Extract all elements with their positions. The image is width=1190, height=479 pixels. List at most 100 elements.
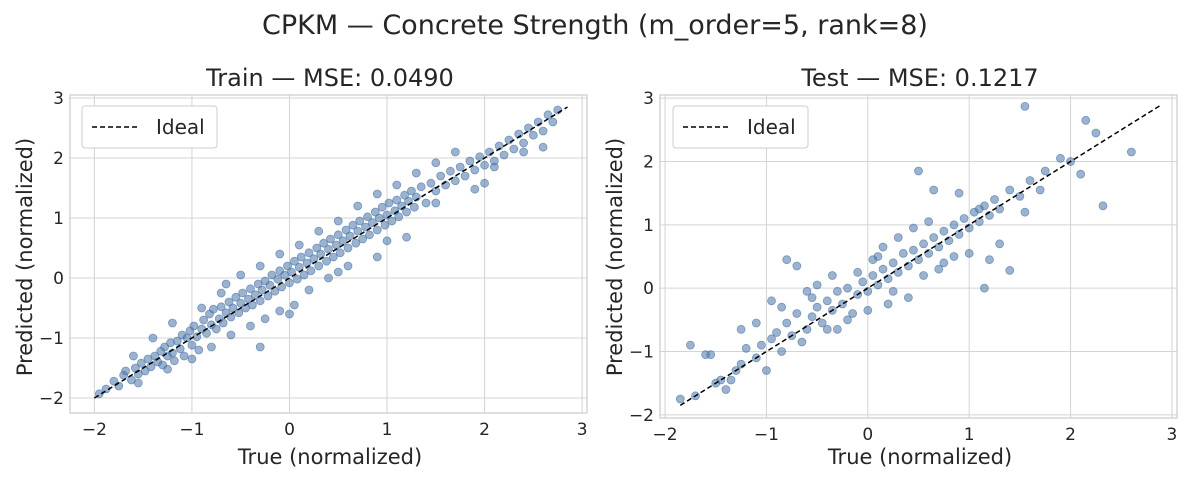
train-data-point: [367, 218, 377, 228]
train-data-point: [238, 288, 248, 298]
test-data-point: [868, 271, 878, 280]
train-data-point: [455, 162, 465, 172]
test-data-point: [939, 226, 949, 236]
train-data-point: [538, 142, 548, 152]
test-y-tick-label: 3: [643, 89, 654, 109]
test-data-point: [919, 239, 928, 249]
test-data-point: [767, 296, 776, 306]
train-data-point: [328, 252, 338, 262]
test-x-axis-label: True (normalized): [827, 445, 1012, 469]
train-data-point: [136, 358, 146, 368]
test-data-point: [853, 267, 863, 277]
test-data-point: [909, 245, 918, 255]
test-data-point: [893, 233, 903, 242]
train-data-point: [384, 198, 394, 208]
train-data-point: [250, 290, 260, 300]
train-data-point: [275, 306, 285, 316]
test-panel-title: Test — MSE: 0.1217: [800, 64, 1038, 92]
train-data-point: [292, 274, 302, 284]
test-data-point: [883, 299, 893, 309]
train-data-point: [353, 201, 363, 211]
train-data-point: [275, 249, 285, 259]
test-data-point: [843, 315, 852, 325]
train-data-point: [218, 318, 228, 328]
train-data-point: [255, 261, 265, 271]
train-x-tick-label: 0: [284, 420, 295, 440]
test-x-tick-label: 0: [862, 425, 873, 445]
test-data-point: [675, 394, 685, 404]
train-data-point: [199, 315, 209, 325]
train-data-point: [267, 270, 277, 280]
test-data-point: [807, 293, 817, 303]
test-data-point: [736, 324, 746, 334]
train-legend-box: [81, 105, 218, 149]
test-data-point: [995, 239, 1004, 249]
test-data-point: [792, 309, 802, 318]
test-data-point: [868, 255, 878, 265]
test-data-point: [1005, 266, 1015, 275]
train-data-point: [314, 261, 324, 271]
train-data-point: [168, 318, 177, 328]
test-legend-ideal-label: Ideal: [747, 115, 796, 139]
test-data-point: [979, 283, 989, 293]
train-data-point: [189, 321, 199, 331]
train-data-point: [519, 147, 528, 157]
test-data-point: [706, 350, 716, 360]
test-data-point: [954, 188, 964, 198]
train-data-point: [460, 171, 470, 181]
test-x-tick-label: −1: [754, 425, 779, 445]
train-data-point: [504, 135, 514, 145]
test-data-point: [1076, 169, 1086, 179]
test-data-point: [827, 271, 837, 280]
train-panel-title: Train — MSE: 0.0490: [205, 64, 454, 92]
test-data-point: [797, 337, 807, 347]
train-data-point: [446, 166, 455, 176]
train-panel: Train — MSE: 0.0490 −2 −1 0 1 2 3 −2 −1 0 1 2 3 Tru…: [13, 64, 588, 469]
train-x-tick-label: −1: [179, 420, 204, 440]
test-data-point: [888, 286, 898, 296]
train-y-tick-label: 3: [53, 89, 64, 109]
train-data-point: [304, 285, 314, 295]
train-y-tick-label: −2: [39, 389, 64, 409]
train-data-point: [431, 198, 441, 208]
train-data-point: [326, 234, 335, 244]
test-y-axis-label: Predicted (normalized): [603, 138, 627, 376]
train-data-point: [480, 160, 489, 170]
test-data-point: [1020, 102, 1030, 111]
train-y-tick-label: 0: [53, 269, 64, 289]
train-data-point: [409, 202, 419, 212]
train-data-point: [306, 266, 316, 276]
test-data-point: [756, 340, 766, 350]
test-data-point: [833, 324, 842, 334]
train-data-point: [246, 284, 255, 294]
test-data-point: [1005, 185, 1015, 195]
train-data-point: [382, 236, 392, 246]
test-data-point: [802, 324, 812, 334]
train-data-point: [273, 274, 283, 284]
train-data-point: [358, 234, 368, 244]
train-data-point: [436, 171, 446, 181]
train-data-point: [169, 356, 179, 366]
train-data-point: [333, 216, 343, 226]
test-y-tick-label: −1: [629, 343, 654, 363]
train-data-point: [509, 144, 519, 154]
train-data-point: [351, 238, 361, 248]
train-data-point: [465, 156, 475, 166]
train-data-point: [416, 182, 426, 192]
train-data-point: [236, 270, 246, 280]
test-data-point: [848, 309, 858, 318]
train-data-point: [335, 248, 345, 258]
test-data-point: [726, 375, 736, 385]
train-data-point: [265, 280, 275, 290]
train-data-point: [194, 345, 204, 355]
train-data-point: [324, 244, 333, 254]
train-data-point: [294, 240, 304, 250]
test-legend: Ideal: [672, 105, 809, 149]
train-y-tick-label: −1: [39, 329, 64, 349]
train-data-point: [372, 252, 382, 262]
train-data-point: [380, 220, 390, 230]
train-legend-ideal-label: Ideal: [156, 115, 205, 139]
train-data-point: [426, 178, 436, 188]
test-data-point: [898, 248, 908, 258]
test-data-point: [949, 220, 959, 230]
